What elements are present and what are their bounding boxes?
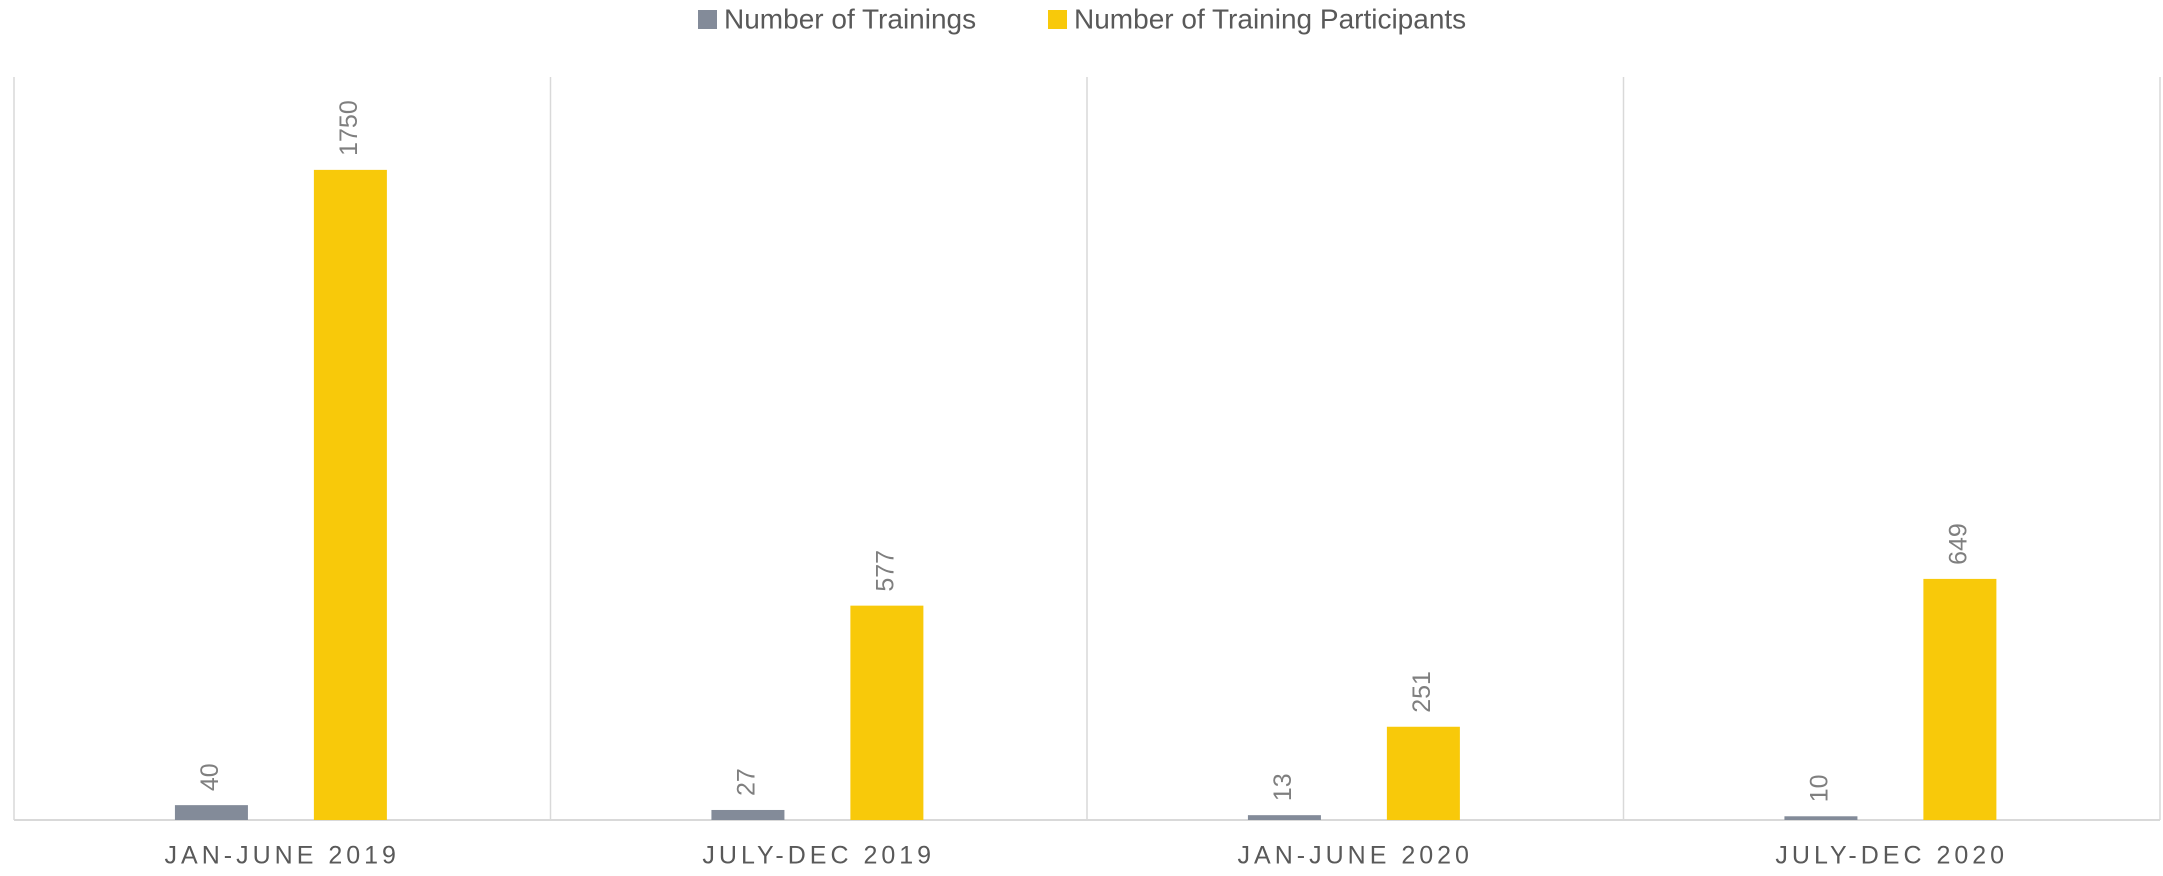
value-label: 10 [1806, 774, 1834, 802]
bar [1923, 578, 1997, 820]
x-tick-label: JAN-JUNE 2019 [165, 842, 400, 870]
bar [1247, 815, 1321, 820]
x-tick-label: JULY-DEC 2020 [1775, 842, 2008, 870]
legend-swatch [1048, 10, 1067, 29]
bar [1386, 726, 1460, 820]
value-label: 649 [1944, 523, 1972, 565]
value-label: 251 [1408, 671, 1436, 713]
bar [1784, 816, 1858, 820]
value-label: 1750 [335, 100, 363, 156]
legend-label: Number of Training Participants [1074, 3, 1466, 34]
bar [711, 809, 785, 820]
value-label: 13 [1269, 773, 1297, 801]
bar [313, 169, 387, 820]
x-tick-label: JULY-DEC 2019 [702, 842, 935, 870]
value-label: 40 [196, 763, 224, 791]
x-tick-label: JAN-JUNE 2020 [1238, 842, 1473, 870]
legend-swatch [698, 10, 717, 29]
bar [174, 805, 248, 820]
value-label: 577 [871, 550, 899, 592]
legend-label: Number of Trainings [724, 3, 976, 34]
bar [850, 605, 924, 820]
value-label: 27 [733, 768, 761, 796]
